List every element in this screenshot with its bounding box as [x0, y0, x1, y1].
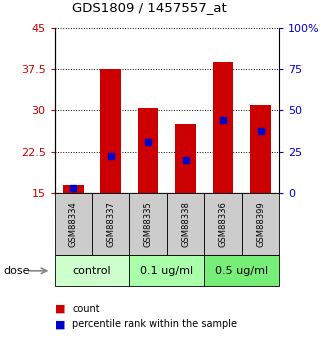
Text: control: control — [73, 266, 111, 276]
Text: GSM88399: GSM88399 — [256, 201, 265, 247]
Bar — [55, 193, 92, 255]
Bar — [55, 255, 129, 286]
Bar — [129, 193, 167, 255]
Bar — [175, 124, 196, 193]
Text: count: count — [72, 304, 100, 314]
Bar — [204, 193, 242, 255]
Bar — [129, 255, 204, 286]
Text: ■: ■ — [55, 319, 65, 329]
Bar — [138, 108, 159, 193]
Bar — [204, 255, 279, 286]
Text: 0.1 ug/ml: 0.1 ug/ml — [140, 266, 194, 276]
Bar — [100, 69, 121, 193]
Bar — [250, 105, 271, 193]
Text: GSM88334: GSM88334 — [69, 201, 78, 247]
Bar — [92, 193, 129, 255]
Text: GSM88337: GSM88337 — [106, 201, 115, 247]
Text: dose: dose — [3, 266, 30, 276]
Bar — [213, 62, 233, 193]
Text: ■: ■ — [55, 304, 65, 314]
Text: percentile rank within the sample: percentile rank within the sample — [72, 319, 237, 329]
Bar — [63, 185, 83, 193]
Text: 0.5 ug/ml: 0.5 ug/ml — [215, 266, 268, 276]
Text: GSM88336: GSM88336 — [219, 201, 228, 247]
Text: GSM88335: GSM88335 — [144, 201, 153, 247]
Bar — [167, 193, 204, 255]
Text: GDS1809 / 1457557_at: GDS1809 / 1457557_at — [72, 1, 226, 14]
Text: GSM88338: GSM88338 — [181, 201, 190, 247]
Bar — [242, 193, 279, 255]
